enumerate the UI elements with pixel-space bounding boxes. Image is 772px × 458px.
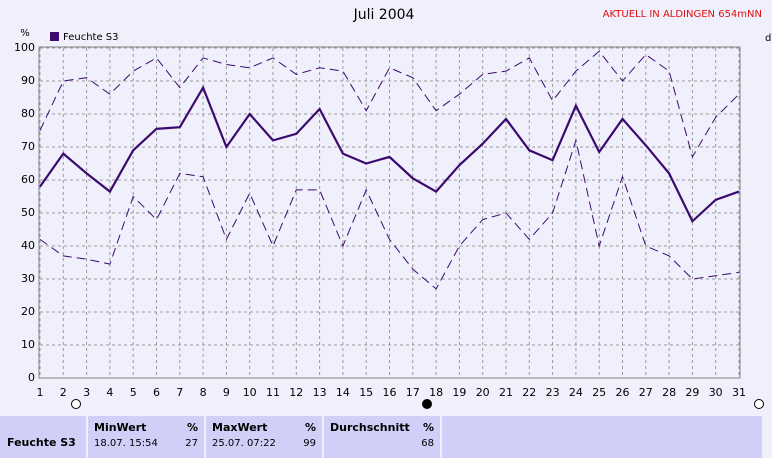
table-unit: % <box>187 421 198 434</box>
y-tick-label: 100 <box>14 41 35 54</box>
x-tick-label: 17 <box>406 386 420 399</box>
moon-icon <box>754 399 764 409</box>
table-header: MinWert <box>94 421 146 434</box>
chart-title: Juli 2004 <box>353 7 415 23</box>
y-tick-label: 90 <box>21 74 35 87</box>
x-tick-label: 8 <box>200 386 207 399</box>
plot-frame <box>38 46 741 379</box>
data-line <box>39 138 740 290</box>
station-label: AKTUELL IN ALDINGEN 654mNN <box>603 9 762 20</box>
x-tick-label: 7 <box>176 386 183 399</box>
x-tick-label: 31 <box>732 386 746 399</box>
table-value: 27 <box>185 438 198 449</box>
table-cell <box>0 416 86 458</box>
legend-label: Feuchte S3 <box>63 32 119 43</box>
table-value: 99 <box>303 438 316 449</box>
x-tick-label: 3 <box>83 386 90 399</box>
x-tick-label: 4 <box>106 386 113 399</box>
x-tick-label: 20 <box>476 386 490 399</box>
x-tick-label: 25 <box>592 386 606 399</box>
x-tick-label: 14 <box>336 386 350 399</box>
moon-icon <box>71 399 81 409</box>
table-unit: % <box>305 421 316 434</box>
table-unit: % <box>423 421 434 434</box>
right-label: d <box>765 33 771 44</box>
x-tick-label: 2 <box>60 386 67 399</box>
x-tick-label: 23 <box>546 386 560 399</box>
x-tick-label: 19 <box>452 386 466 399</box>
x-tick-label: 21 <box>499 386 513 399</box>
table-cell <box>88 416 204 458</box>
x-tick-label: 18 <box>429 386 443 399</box>
data-line <box>39 85 740 224</box>
x-tick-label: 24 <box>569 386 583 399</box>
x-tick-label: 30 <box>709 386 723 399</box>
x-tick-label: 28 <box>662 386 676 399</box>
x-tick-label: 1 <box>37 386 44 399</box>
x-tick-label: 13 <box>313 386 327 399</box>
y-tick-label: 0 <box>28 371 35 384</box>
table-cell <box>206 416 322 458</box>
table-time: 25.07. 07:22 <box>212 438 276 449</box>
y-tick-label: 30 <box>21 272 35 285</box>
legend-swatch <box>50 32 59 41</box>
x-tick-label: 5 <box>130 386 137 399</box>
y-tick-label: 20 <box>21 305 35 318</box>
table-value: 68 <box>421 438 434 449</box>
table-time: 18.07. 15:54 <box>94 438 158 449</box>
x-tick-label: 11 <box>266 386 280 399</box>
x-tick-label: 26 <box>616 386 630 399</box>
moon-icon <box>422 399 432 409</box>
y-tick-label: 70 <box>21 140 35 153</box>
y-tick-label: 50 <box>21 206 35 219</box>
y-tick-label: 60 <box>21 173 35 186</box>
x-tick-label: 10 <box>243 386 257 399</box>
y-tick-label: 40 <box>21 239 35 252</box>
y-unit: % <box>20 28 30 39</box>
table-cell <box>442 416 762 458</box>
data-line <box>39 50 740 159</box>
x-tick-label: 9 <box>223 386 230 399</box>
x-tick-label: 12 <box>289 386 303 399</box>
table-header: MaxWert <box>212 421 267 434</box>
x-tick-label: 22 <box>522 386 536 399</box>
table-row-label: Feuchte S3 <box>7 436 76 449</box>
table-cell <box>324 416 440 458</box>
x-tick-label: 16 <box>383 386 397 399</box>
x-tick-label: 29 <box>685 386 699 399</box>
x-tick-label: 15 <box>359 386 373 399</box>
x-tick-label: 6 <box>153 386 160 399</box>
x-tick-label: 27 <box>639 386 653 399</box>
y-tick-label: 80 <box>21 107 35 120</box>
y-tick-label: 10 <box>21 338 35 351</box>
table-header: Durchschnitt <box>330 421 410 434</box>
